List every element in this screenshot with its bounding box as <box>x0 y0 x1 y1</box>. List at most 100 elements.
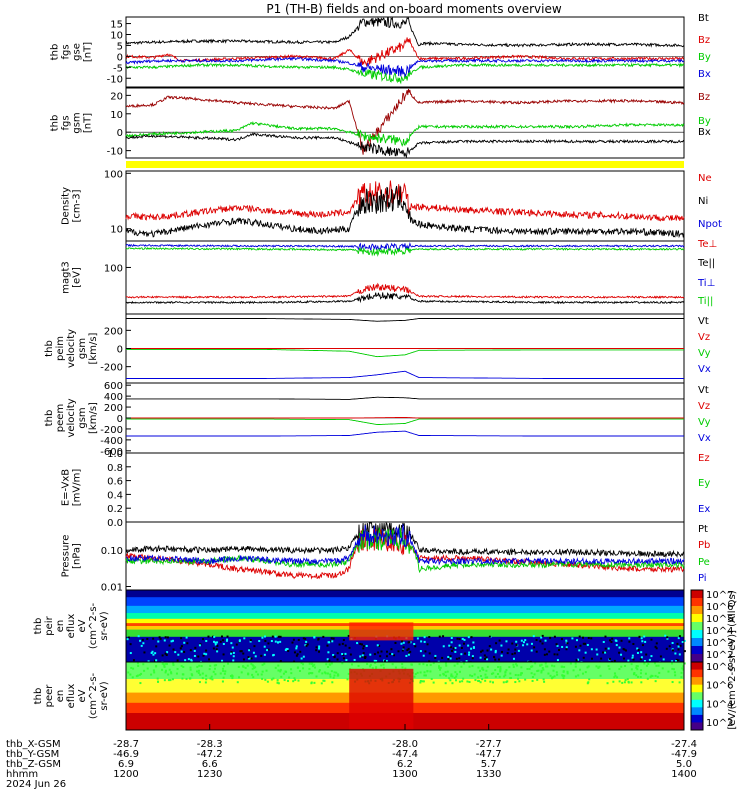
spectrogram-pixel <box>591 657 594 660</box>
spectrogram-pixel <box>442 672 445 675</box>
series-line-Bz <box>125 88 685 155</box>
spectrogram-pixel <box>142 663 145 666</box>
spectrogram-pixel <box>327 665 330 668</box>
spectrogram-band <box>126 618 684 624</box>
panel-peim_velocity: 200 0 -200 Vt Vz Vy Vx thb peim velocity gsm [km/s] <box>44 313 711 384</box>
spectrogram-pixel <box>472 641 475 644</box>
spectrogram-pixel <box>150 651 153 654</box>
spectrogram-pixel <box>516 664 519 667</box>
spectrogram-pixel <box>497 666 500 669</box>
spectrogram-pixel <box>213 667 216 670</box>
colorbar-segment <box>691 684 703 693</box>
spectrogram-pixel <box>315 649 318 652</box>
spectrogram-pixel <box>168 644 171 647</box>
y-axis-label: Density [cm-3] <box>61 187 83 225</box>
spectrogram-pixel <box>222 639 225 642</box>
spectrogram-pixel <box>612 680 615 683</box>
spectrogram-pixel <box>531 665 534 668</box>
spectrogram-pixel <box>360 643 363 646</box>
spectrogram-pixel <box>665 647 668 650</box>
spectrogram-pixel <box>176 659 179 662</box>
spectrogram-pixel <box>405 654 408 657</box>
spectrogram-pixel <box>293 677 296 680</box>
spectrogram-pixel <box>595 665 598 668</box>
spectrogram-pixel <box>277 641 280 644</box>
spectrogram-pixel <box>556 644 559 647</box>
spectrogram-pixel <box>444 662 447 665</box>
series-line-Pi <box>125 524 685 566</box>
spectrogram-pixel <box>333 674 336 677</box>
spectrogram-pixel <box>565 646 568 649</box>
spectrogram-pixel <box>385 655 388 658</box>
spectrogram-pixel <box>348 646 351 649</box>
spectrogram-pixel <box>179 647 182 650</box>
spectrogram-pixel <box>302 655 305 658</box>
spectrogram-pixel <box>507 648 510 651</box>
series-line-Te⊥ <box>125 282 685 299</box>
colorbar-segment <box>691 638 703 647</box>
spectrogram-pixel <box>155 659 158 662</box>
spectrogram-pixel <box>597 666 600 669</box>
legend-Pi: Pi <box>698 573 707 584</box>
spectrogram-pixel <box>226 638 229 641</box>
spectrogram-pixel <box>560 638 563 641</box>
spectrogram-pixel <box>189 666 192 669</box>
spectrogram-pixel <box>553 665 556 668</box>
spectrogram-pixel <box>400 642 403 645</box>
spectrogram-pixel <box>332 653 335 656</box>
spectrogram-pixel <box>332 676 335 679</box>
y-tick-label: 0.0 <box>107 518 123 529</box>
spectrogram-pixel <box>575 639 578 642</box>
spectrogram-pixel <box>423 636 426 639</box>
yellow-quality-bar <box>126 161 684 168</box>
footer-value: -28.7 <box>113 739 139 750</box>
spectrogram-pixel <box>223 672 226 675</box>
spectrogram-pixel <box>385 659 388 662</box>
spectrogram-pixel <box>455 657 458 660</box>
spectrogram-pixel <box>420 640 423 643</box>
series-line-Bx <box>125 56 685 78</box>
spectrogram-pixel <box>484 657 487 660</box>
spectrogram-pixel <box>127 671 130 674</box>
spectrogram-pixel <box>254 666 257 669</box>
spectrogram-pixel <box>462 677 465 680</box>
spectrogram-pixel <box>486 676 489 679</box>
spectrogram-pixel <box>646 677 649 680</box>
spectrogram-pixel <box>438 635 441 638</box>
spectrogram-pixel <box>480 650 483 653</box>
y-tick-label: 200 <box>104 403 123 414</box>
spectrogram-pixel <box>623 657 626 660</box>
spectrogram-pixel <box>503 675 506 678</box>
spectrogram-pixel <box>640 637 643 640</box>
spectrogram-pixel <box>456 662 459 665</box>
spectrogram-pixel <box>226 635 229 638</box>
spectrogram-pixel <box>407 653 410 656</box>
colorbar-tick-label: 10^2 <box>706 718 733 729</box>
spectrogram-pixel <box>180 650 183 653</box>
spectrogram-pixel <box>439 674 442 677</box>
spectrogram-pixel <box>620 665 623 668</box>
spectrogram-pixel <box>577 658 580 661</box>
spectrogram-pixel <box>323 679 326 682</box>
spectrogram-pixel <box>329 675 332 678</box>
spectrogram-pixel <box>413 643 416 646</box>
spectrogram-pixel <box>650 638 653 641</box>
spectrogram-pixel <box>673 671 676 674</box>
spectrogram-pixel <box>607 665 610 668</box>
spectrogram-pixel <box>185 677 188 680</box>
spectrogram-pixel <box>277 682 280 685</box>
series-line-Vy <box>126 418 684 426</box>
spectrogram-pixel <box>674 674 677 677</box>
footer-value: 5.7 <box>481 759 497 770</box>
spectrogram-pixel <box>561 674 564 677</box>
y-label-line: [km/s] <box>88 402 99 434</box>
spectrogram-pixel <box>524 639 527 642</box>
spectrogram-pixel <box>335 671 338 674</box>
spectrogram-pixel <box>272 653 275 656</box>
series-line-Ti|| <box>125 247 685 257</box>
spectrogram-pixel <box>132 667 135 670</box>
spectrogram-pixel <box>298 669 301 672</box>
spectrogram-pixel <box>449 679 452 682</box>
y-tick-label: 600 <box>104 381 123 392</box>
spectrogram-pixel <box>186 642 189 645</box>
